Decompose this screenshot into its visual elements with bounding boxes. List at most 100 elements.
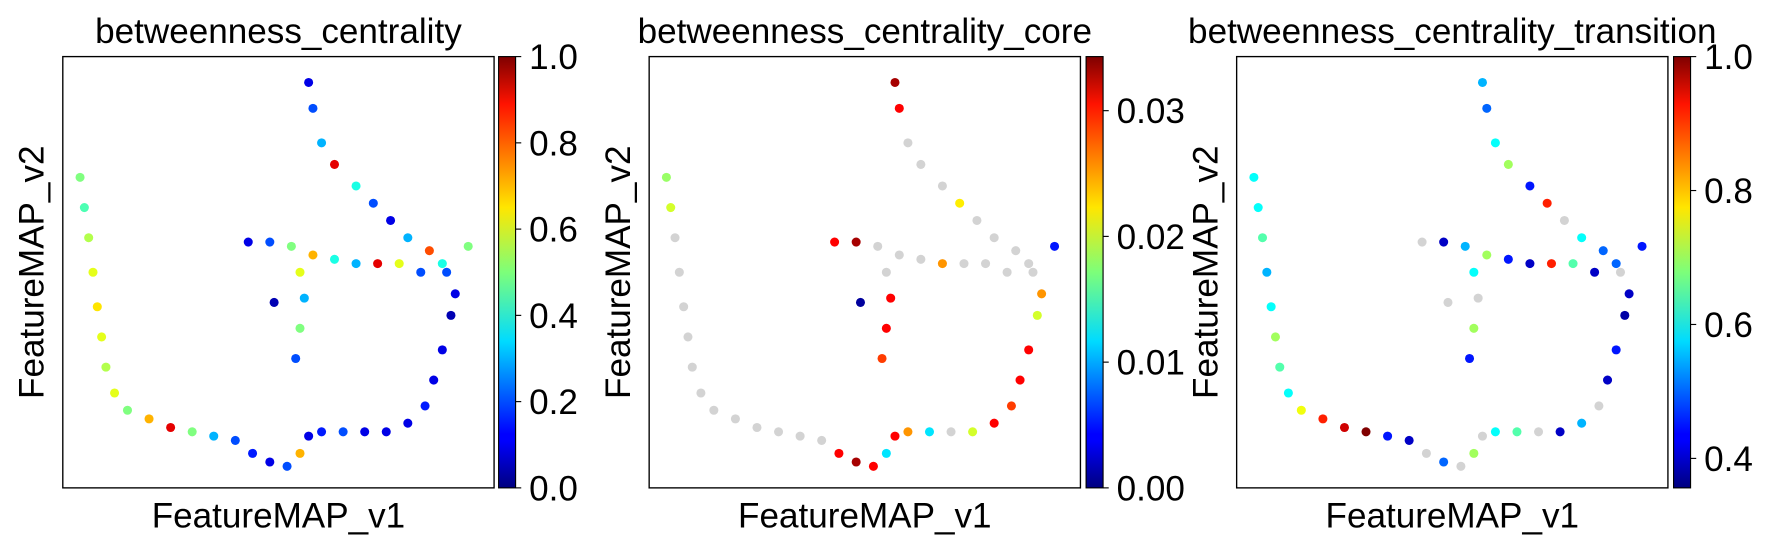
- point: [1525, 259, 1535, 269]
- point: [381, 427, 391, 437]
- point: [774, 427, 784, 437]
- points: [75, 77, 473, 471]
- point: [873, 241, 883, 251]
- point: [1577, 233, 1587, 243]
- point: [877, 353, 887, 364]
- point: [420, 401, 430, 411]
- point: [299, 293, 309, 303]
- point: [959, 259, 969, 269]
- point: [1028, 267, 1038, 277]
- panel-title: betweenness_centrality_core: [638, 12, 1092, 51]
- point: [230, 435, 240, 445]
- point: [1503, 254, 1513, 264]
- point: [1477, 77, 1487, 88]
- point: [286, 241, 296, 251]
- point: [972, 215, 982, 226]
- colorbar-tick-label: 0.2: [529, 383, 578, 422]
- point: [386, 215, 396, 226]
- point: [1490, 138, 1500, 148]
- y-axis-label: FeatureMAP_v2: [13, 146, 52, 399]
- point: [187, 427, 197, 437]
- point: [416, 267, 426, 277]
- point: [937, 181, 947, 191]
- point: [269, 297, 279, 307]
- colorbar: [1673, 56, 1692, 489]
- point: [881, 323, 891, 333]
- point: [890, 431, 900, 441]
- point: [1361, 427, 1371, 437]
- point: [329, 159, 340, 169]
- point: [1568, 259, 1578, 269]
- point: [886, 293, 896, 303]
- point: [894, 103, 904, 113]
- point: [308, 103, 318, 113]
- colorbar-tick-label: 0.00: [1117, 469, 1185, 508]
- x-axis-label: FeatureMAP_v1: [152, 496, 405, 535]
- point: [1477, 431, 1487, 441]
- point: [1594, 401, 1604, 411]
- point: [1050, 241, 1060, 251]
- colorbar-tick-label: 0.8: [1704, 172, 1753, 211]
- point: [881, 448, 891, 458]
- point: [88, 267, 98, 277]
- colorbar-tick-label: 0.4: [1704, 440, 1753, 479]
- colorbar-tick-label: 0.03: [1117, 92, 1185, 131]
- point: [338, 427, 348, 437]
- point: [1460, 241, 1470, 251]
- point: [442, 267, 452, 277]
- point: [308, 250, 318, 260]
- point: [1339, 422, 1349, 433]
- point: [1624, 289, 1634, 299]
- colorbar-tick-label: 0.01: [1117, 344, 1185, 383]
- colorbar-tick-label: 0.02: [1117, 218, 1185, 257]
- point: [924, 427, 935, 437]
- colorbar-tick-label: 0.0: [529, 469, 578, 508]
- point: [1024, 345, 1034, 355]
- point: [903, 138, 913, 148]
- point: [1249, 172, 1259, 182]
- point: [403, 418, 413, 428]
- point: [166, 422, 176, 433]
- point: [752, 422, 762, 433]
- point: [1503, 159, 1513, 169]
- point: [834, 448, 844, 458]
- point: [373, 259, 383, 269]
- point: [679, 302, 689, 312]
- point: [1318, 414, 1328, 424]
- y-axis-label: FeatureMAP_v2: [599, 146, 638, 399]
- point: [1383, 431, 1393, 441]
- point: [1006, 401, 1016, 411]
- colorbar-tick-label: 1.0: [1704, 38, 1753, 77]
- point: [437, 259, 447, 269]
- point: [92, 302, 102, 312]
- point: [403, 233, 413, 243]
- point: [295, 323, 305, 333]
- plot-frame: [1235, 55, 1669, 489]
- point: [937, 259, 947, 269]
- point: [916, 254, 926, 264]
- colorbar-tick-label: 0.8: [529, 124, 578, 163]
- point: [429, 375, 439, 385]
- point: [424, 246, 434, 256]
- colorbar-tick-label: 0.6: [1704, 306, 1753, 345]
- point: [1611, 259, 1621, 269]
- point: [209, 431, 219, 441]
- point: [868, 461, 878, 471]
- point: [855, 297, 866, 307]
- point: [916, 159, 926, 169]
- point: [989, 233, 999, 243]
- point: [674, 267, 684, 277]
- point: [1421, 448, 1431, 458]
- point: [144, 414, 154, 424]
- plot-frame: [648, 55, 1082, 489]
- point: [304, 77, 314, 88]
- colorbar-tick-label: 0.6: [529, 211, 578, 250]
- point: [1637, 241, 1647, 251]
- point: [1465, 353, 1475, 364]
- point: [463, 241, 473, 251]
- point: [248, 448, 258, 458]
- points: [1249, 77, 1647, 471]
- point: [1603, 375, 1613, 385]
- point: [265, 237, 275, 247]
